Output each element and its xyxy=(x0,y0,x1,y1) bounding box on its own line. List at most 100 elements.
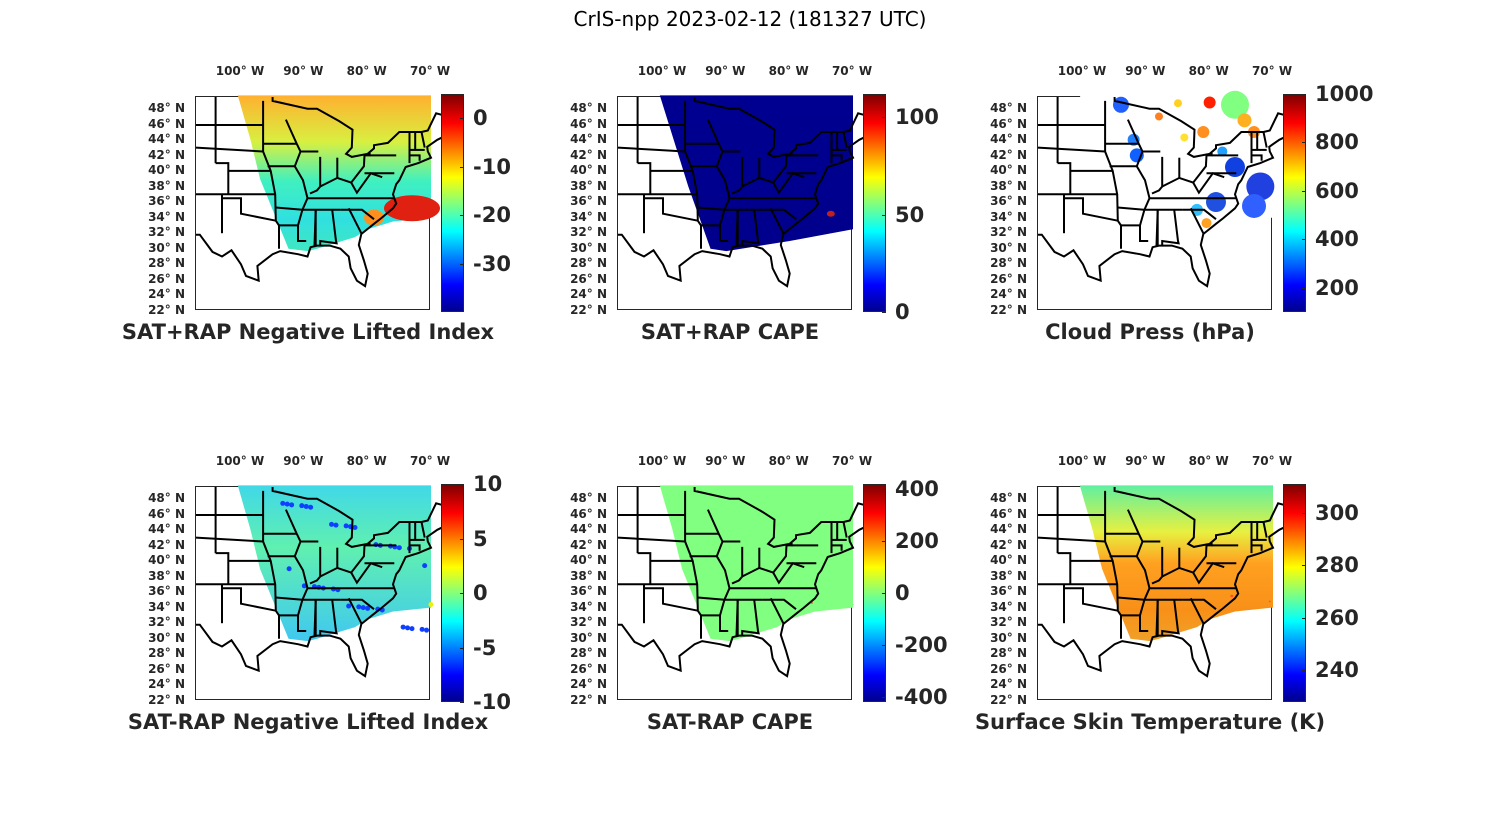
latitude-label: 40° N xyxy=(990,163,1027,177)
longitude-label: 70° W xyxy=(1251,454,1293,468)
state-border xyxy=(1251,544,1263,551)
colorbar-tick-label: 800 xyxy=(1315,130,1359,155)
latitude-label: 36° N xyxy=(148,584,185,598)
longitude-label: 90° W xyxy=(1125,454,1166,468)
latitude-label: 34° N xyxy=(990,599,1027,614)
latitude-label: 40° N xyxy=(570,553,607,567)
latitude-label: 42° N xyxy=(570,537,607,552)
latitude-label: 46° N xyxy=(990,116,1027,131)
state-border xyxy=(786,543,793,547)
state-border xyxy=(1262,131,1268,148)
latitude-label: 28° N xyxy=(990,256,1027,270)
longitude-label: 100° W xyxy=(215,64,265,78)
latitude-label: 26° N xyxy=(570,661,607,676)
data-swath xyxy=(1079,95,1273,252)
state-border xyxy=(731,156,744,195)
map-axes xyxy=(1037,90,1294,310)
state-border xyxy=(772,562,805,585)
latitude-label: 42° N xyxy=(148,147,185,162)
latitude-label: 36° N xyxy=(148,194,185,208)
state-border xyxy=(617,146,686,153)
colorbar-tick-label: 260 xyxy=(1315,605,1359,630)
cloud-blob xyxy=(1180,133,1189,142)
latitude-label: 46° N xyxy=(570,116,607,131)
colorbar-tick-label: 400 xyxy=(1315,227,1359,252)
colorbar-tick-label: -10 xyxy=(473,690,511,714)
latitude-label: 28° N xyxy=(570,256,607,270)
latitude-label: 22° N xyxy=(148,692,185,707)
panel-title: SAT-RAP Negative Lifted Index xyxy=(127,710,489,734)
data-dot xyxy=(343,523,349,529)
state-border xyxy=(195,536,264,543)
colorbar-tick-label: -20 xyxy=(473,203,511,228)
state-border xyxy=(275,206,303,211)
colorbar-tick-mark xyxy=(1302,94,1306,95)
latitude-label: 44° N xyxy=(148,522,185,536)
coastline xyxy=(1038,487,1294,678)
state-border xyxy=(420,131,426,148)
data-dot xyxy=(284,501,290,507)
state-border xyxy=(831,154,843,161)
figure-title: CrIS-npp 2023-02-12 (181327 UTC) xyxy=(573,7,927,31)
colorbar-tick-label: 10 xyxy=(473,472,503,496)
state-border xyxy=(1057,552,1072,585)
state-border xyxy=(741,209,760,247)
latitude-label: 46° N xyxy=(148,116,185,131)
latitude-label: 22° N xyxy=(148,302,185,317)
state-border xyxy=(697,206,725,211)
longitude-label: 90° W xyxy=(283,64,324,78)
latitude-label: 26° N xyxy=(990,271,1027,286)
state-border xyxy=(350,172,383,195)
state-border xyxy=(1151,546,1164,585)
colorbar-tick-mark xyxy=(882,214,886,216)
state-border xyxy=(762,208,797,220)
state-border xyxy=(1182,598,1217,610)
state-border xyxy=(701,614,729,632)
data-dot xyxy=(428,602,434,608)
state-border xyxy=(741,545,788,578)
state-border xyxy=(644,197,698,222)
data-dot xyxy=(329,521,335,527)
colorbar-tick-label: -200 xyxy=(895,632,948,657)
latitude-label: 44° N xyxy=(990,522,1027,536)
latitude-label: 40° N xyxy=(570,163,607,177)
latitude-label: 30° N xyxy=(570,630,607,645)
panel-title: SAT-RAP CAPE xyxy=(646,710,814,734)
latitude-label: 42° N xyxy=(570,147,607,162)
colorbar-tick-mark xyxy=(882,117,886,119)
map-svg xyxy=(1037,90,1294,288)
state-border xyxy=(1126,509,1140,535)
data-dot xyxy=(365,605,371,611)
cloud-blob xyxy=(1241,193,1266,218)
panel-title: SAT+RAP Negative Lifted Index xyxy=(121,320,495,344)
latitude-label: 42° N xyxy=(148,537,185,552)
colorbar-tick-label: 100 xyxy=(895,105,939,130)
map-svg xyxy=(195,95,452,288)
cloud-blob xyxy=(1173,99,1182,108)
latitude-label: 36° N xyxy=(570,584,607,598)
colorbar-tick-label: 0 xyxy=(895,581,910,605)
state-border xyxy=(617,536,686,543)
colorbar-tick-mark xyxy=(1302,565,1306,567)
state-border xyxy=(1037,536,1106,543)
colorbar-tick-label: 300 xyxy=(1315,500,1359,525)
colorbar-tick-mark xyxy=(1302,512,1306,514)
state-border xyxy=(762,598,797,610)
colorbar-tick-mark xyxy=(460,538,464,540)
state-border xyxy=(409,544,421,551)
latitude-label: 40° N xyxy=(148,553,185,567)
colorbar xyxy=(441,94,464,312)
data-dot xyxy=(303,503,309,509)
latitude-label: 26° N xyxy=(148,271,185,286)
colorbar-tick-label: 50 xyxy=(895,202,925,227)
state-border xyxy=(1206,153,1213,157)
longitude-label: 70° W xyxy=(831,64,873,78)
longitude-label: 80° W xyxy=(768,454,809,468)
longitude-label: 80° W xyxy=(1188,454,1229,468)
latitude-label: 44° N xyxy=(570,522,607,536)
data-swath xyxy=(659,95,853,252)
data-swath xyxy=(237,485,431,642)
coastline xyxy=(618,487,874,678)
latitude-label: 48° N xyxy=(990,491,1027,505)
cloud-blob xyxy=(1201,218,1212,229)
